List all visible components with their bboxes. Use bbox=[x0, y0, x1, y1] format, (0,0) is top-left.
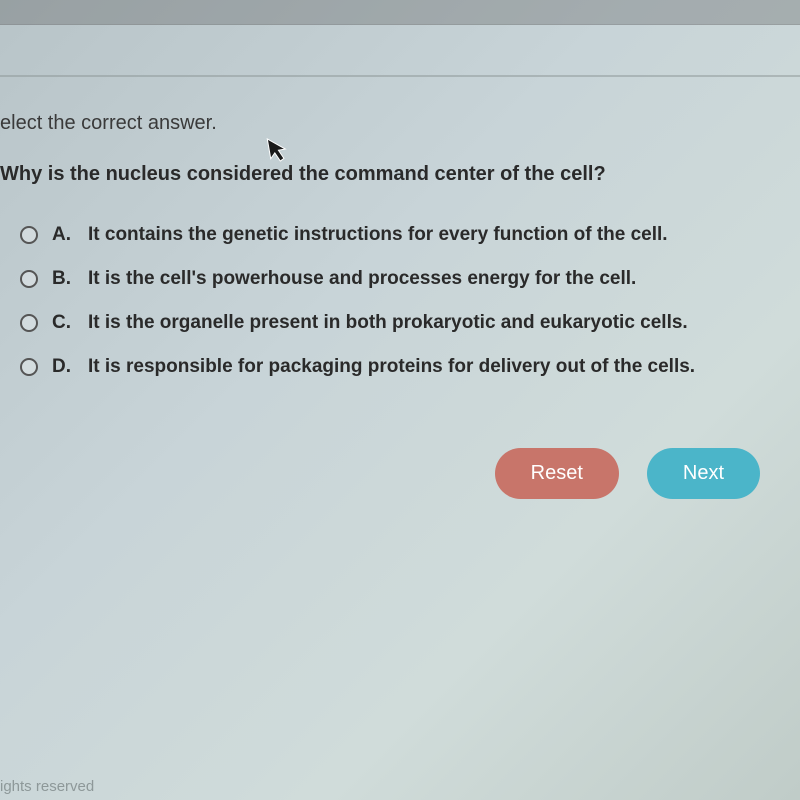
option-c[interactable]: C. It is the organelle present in both p… bbox=[20, 312, 800, 334]
option-letter: C. bbox=[52, 312, 80, 334]
radio-b[interactable] bbox=[20, 270, 38, 288]
option-a[interactable]: A. It contains the genetic instructions … bbox=[20, 224, 800, 246]
option-d[interactable]: D. It is responsible for packaging prote… bbox=[20, 356, 800, 378]
option-text: It is the organelle present in both prok… bbox=[88, 312, 688, 334]
radio-a[interactable] bbox=[20, 226, 38, 244]
option-text: It contains the genetic instructions for… bbox=[88, 224, 668, 246]
top-bar bbox=[0, 0, 800, 25]
question-text: Why is the nucleus considered the comman… bbox=[0, 163, 800, 186]
radio-c[interactable] bbox=[20, 314, 38, 332]
instruction-text: elect the correct answer. bbox=[0, 112, 800, 135]
footer-text: ights reserved bbox=[0, 778, 94, 795]
option-text: It is responsible for packaging proteins… bbox=[88, 356, 695, 378]
radio-d[interactable] bbox=[20, 358, 38, 376]
option-letter: D. bbox=[52, 356, 80, 378]
next-button[interactable]: Next bbox=[647, 448, 760, 499]
quiz-content: elect the correct answer. Why is the nuc… bbox=[0, 77, 800, 499]
option-letter: B. bbox=[52, 268, 80, 290]
option-letter: A. bbox=[52, 224, 80, 246]
options-list: A. It contains the genetic instructions … bbox=[0, 224, 800, 378]
option-text: It is the cell's powerhouse and processe… bbox=[88, 268, 636, 290]
option-b[interactable]: B. It is the cell's powerhouse and proce… bbox=[20, 268, 800, 290]
reset-button[interactable]: Reset bbox=[495, 448, 619, 499]
button-row: Reset Next bbox=[0, 448, 800, 499]
